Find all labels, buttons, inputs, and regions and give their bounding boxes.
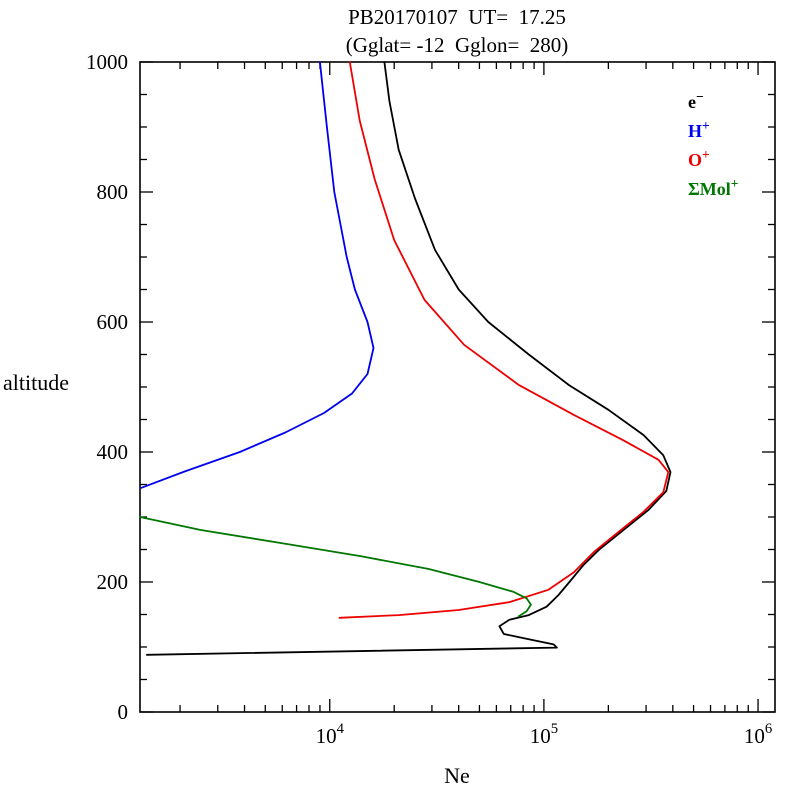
x-tick-label: 105 bbox=[530, 721, 558, 748]
y-tick-label: 1000 bbox=[86, 50, 128, 74]
series-line-oxygen-ion-density bbox=[338, 61, 670, 619]
chart-subtitle: (Gglat= -12 Gglon= 280) bbox=[346, 33, 569, 57]
y-tick-label: 400 bbox=[97, 440, 129, 464]
legend-entry-electron: e− bbox=[688, 89, 704, 112]
y-tick-label: 600 bbox=[97, 310, 129, 334]
x-axis-label: Ne bbox=[444, 763, 470, 788]
series-line-electron-density bbox=[145, 61, 672, 656]
legend-entry-oxygen-ion: O+ bbox=[688, 147, 710, 170]
plot-series bbox=[139, 61, 672, 656]
x-tick-label: 106 bbox=[744, 721, 772, 748]
chart-title: PB20170107 UT= 17.25 bbox=[348, 5, 566, 29]
y-axis-label: altitude bbox=[3, 370, 69, 395]
plot-legend: e− H+ O+ ΣMol+ bbox=[688, 89, 738, 199]
y-tick-label: 800 bbox=[97, 180, 129, 204]
x-tick-label: 104 bbox=[316, 721, 345, 748]
plot-axes: 104 105 106 0 200 400 600 800 1000 bbox=[86, 50, 776, 748]
legend-entry-hydrogen-ion: H+ bbox=[688, 118, 710, 141]
series-line-hydrogen-ion-density bbox=[140, 61, 375, 489]
y-tick-label: 200 bbox=[97, 570, 129, 594]
plot-frame bbox=[139, 61, 776, 713]
legend-entry-molecular-ions: ΣMol+ bbox=[688, 176, 738, 199]
y-tick-label: 0 bbox=[118, 700, 129, 724]
series-line-molecular-ion-density bbox=[139, 516, 532, 618]
